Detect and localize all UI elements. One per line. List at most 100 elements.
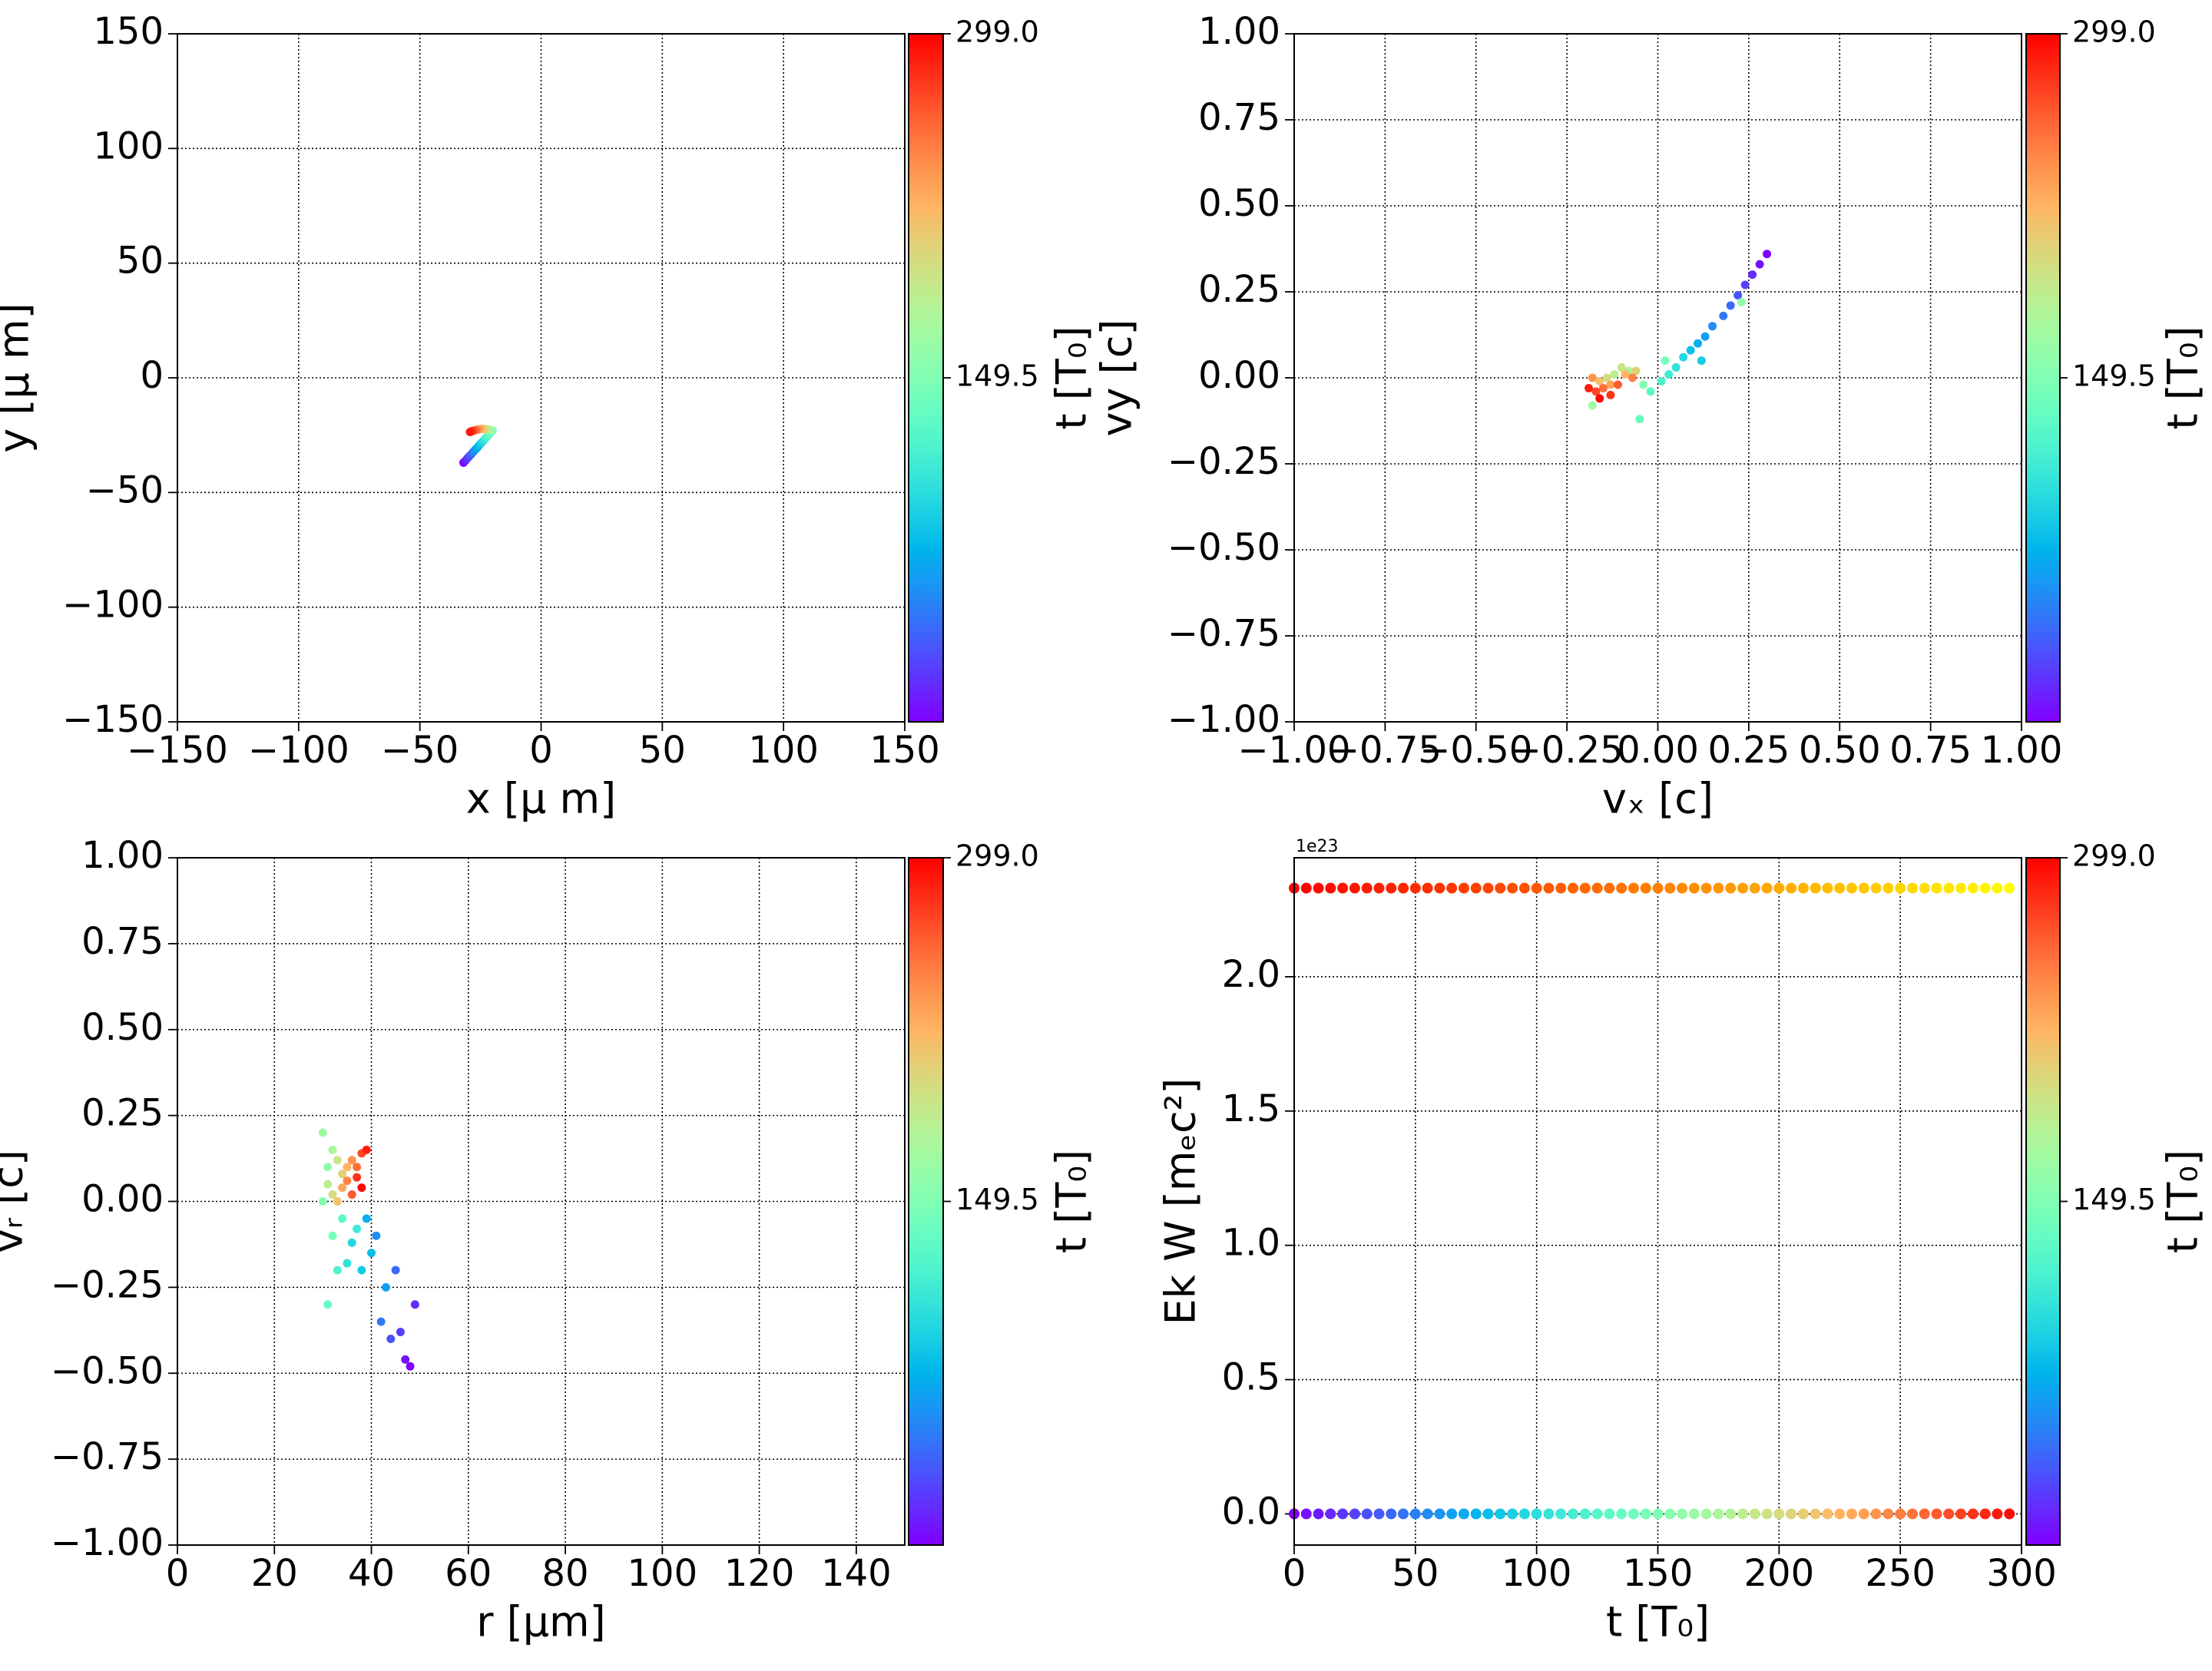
data-point (1810, 1508, 1821, 1520)
data-point (1610, 370, 1619, 379)
data-point (376, 1317, 386, 1326)
x-tick-label: 20 (251, 1552, 298, 1595)
data-point (1543, 882, 1555, 894)
data-point (1588, 401, 1597, 410)
data-point (362, 1214, 371, 1223)
data-point (1786, 882, 1797, 894)
x-tick-label: −50 (381, 729, 459, 772)
data-point (1588, 373, 1597, 382)
data-point (1919, 1508, 1930, 1520)
data-point (1361, 1508, 1373, 1520)
data-point (1579, 882, 1591, 894)
data-point (1602, 373, 1611, 382)
data-point (1834, 1508, 1846, 1520)
x-tick-label: 120 (724, 1552, 795, 1595)
y-tick-label: 0.50 (1198, 182, 1280, 225)
data-point (328, 1145, 337, 1154)
data-point (1398, 882, 1409, 894)
data-point (1713, 882, 1724, 894)
data-point (1446, 882, 1458, 894)
data-point (1422, 882, 1433, 894)
data-point (1931, 1508, 1942, 1520)
data-point (357, 1266, 366, 1275)
data-point (1621, 370, 1630, 379)
data-point (1325, 1508, 1336, 1520)
data-point (1386, 1508, 1397, 1520)
data-point (1640, 882, 1651, 894)
data-point (1726, 301, 1735, 310)
data-point (410, 1300, 419, 1309)
x-tick-label: −100 (248, 729, 349, 772)
x-tick-label: 1.00 (1981, 729, 2063, 772)
data-point (1595, 394, 1604, 403)
data-point (1870, 1508, 1882, 1520)
data-point (1906, 1508, 1918, 1520)
x-tick-label: 50 (639, 729, 686, 772)
data-point (1810, 882, 1821, 894)
data-point (338, 1214, 347, 1223)
y-tick-label: 100 (93, 124, 164, 167)
x-tick-label: 300 (1986, 1552, 2057, 1595)
data-point (1458, 1508, 1469, 1520)
y-tick-label: 0.00 (1198, 354, 1280, 397)
y-tick-label: 150 (93, 10, 164, 53)
data-point (1470, 1508, 1482, 1520)
data-point (1591, 882, 1603, 894)
data-point (1979, 882, 1991, 894)
data-point (1679, 352, 1688, 362)
data-point (1967, 1508, 1979, 1520)
x-axis-label: x [μ m] (466, 775, 616, 823)
data-point (1409, 882, 1421, 894)
colorbar-tick-label: 149.5 (2072, 359, 2156, 393)
x-tick-label: 0 (1283, 1552, 1306, 1595)
x-axis-label: t [T₀] (1606, 1598, 1710, 1646)
data-point (343, 1163, 352, 1172)
data-point (333, 1197, 342, 1206)
y-tick-label: −0.50 (51, 1349, 164, 1392)
subplot: 0 20 40 60 80 100 120 140 −1.00 −0.75 −0.50 −0.25 0.… (0, 834, 1096, 1646)
x-tick-label: 0.75 (1889, 729, 1972, 772)
data-point (1598, 383, 1608, 392)
x-tick-label: −0.75 (1329, 729, 1442, 772)
data-point (1755, 260, 1764, 269)
data-point (1398, 1508, 1409, 1520)
y-tick-label: 1.5 (1222, 1087, 1280, 1130)
data-point (391, 1266, 400, 1275)
colorbar-tick-label: 299.0 (2072, 15, 2156, 49)
y-tick-label: 0.25 (81, 1092, 164, 1135)
y-tick-label: −1.00 (51, 1521, 164, 1564)
data-point (2004, 882, 2015, 894)
data-point (1349, 882, 1360, 894)
data-point (1773, 1508, 1785, 1520)
y-tick-label: 1.00 (1198, 10, 1280, 53)
colorbar-label: t [T₀] (2159, 1150, 2207, 1253)
data-point (347, 1238, 356, 1247)
data-point (328, 1190, 337, 1199)
y-tick-label: −0.75 (51, 1435, 164, 1478)
data-point (1337, 882, 1349, 894)
colorbar-tick-label: 299.0 (955, 839, 1039, 873)
y-tick-label: −100 (62, 584, 164, 627)
y-tick-label: −0.25 (51, 1263, 164, 1306)
data-point (1555, 882, 1567, 894)
colorbar (908, 857, 944, 1546)
data-point (1482, 1508, 1494, 1520)
data-point (386, 1335, 396, 1343)
y-tick-label: 0.00 (81, 1178, 164, 1221)
y-tick-label: 1.00 (81, 834, 164, 877)
colorbar-tick-label: 149.5 (955, 1183, 1039, 1216)
data-point (1700, 332, 1710, 341)
x-tick-label: 60 (445, 1552, 492, 1595)
data-point (1749, 882, 1760, 894)
data-point (1748, 270, 1757, 280)
x-tick-label: 250 (1865, 1552, 1936, 1595)
axes-frame (177, 33, 906, 723)
y-tick-label: −150 (62, 698, 164, 741)
axes-frame (1293, 857, 2022, 1546)
data-point (357, 1183, 366, 1193)
colorbar-label: t [T₀] (2159, 326, 2207, 429)
y-tick-label: 0.25 (1198, 268, 1280, 311)
